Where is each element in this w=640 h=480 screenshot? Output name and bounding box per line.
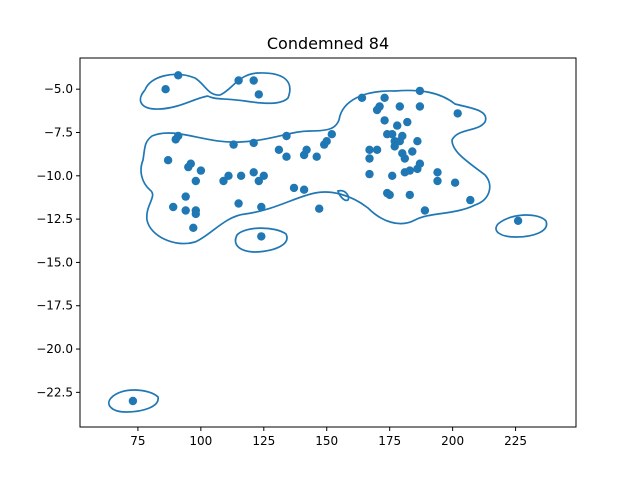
data-point xyxy=(375,102,384,111)
data-point xyxy=(299,185,309,194)
data-point xyxy=(236,171,246,180)
x-tick-label: 175 xyxy=(378,434,401,448)
data-point xyxy=(249,138,258,148)
data-point xyxy=(191,209,200,219)
x-axis-ticks: 75 100 125 150 175 200 225 xyxy=(130,427,527,448)
x-tick-label: 225 xyxy=(504,434,527,448)
density-contour xyxy=(108,389,159,413)
x-tick-label: 150 xyxy=(315,434,338,448)
data-point xyxy=(327,130,336,139)
density-contour xyxy=(336,189,350,202)
x-tick-label: 75 xyxy=(130,434,145,448)
data-point xyxy=(413,137,422,146)
data-point xyxy=(274,145,284,154)
density-contour xyxy=(139,89,209,110)
data-point xyxy=(408,147,417,156)
x-tick-label: 125 xyxy=(252,434,275,448)
data-point xyxy=(388,130,397,139)
data-point xyxy=(249,168,258,177)
data-point xyxy=(405,190,414,200)
data-point xyxy=(393,121,402,130)
data-point xyxy=(385,190,394,200)
data-point xyxy=(234,199,243,208)
data-point xyxy=(390,142,399,151)
data-point xyxy=(163,156,173,165)
data-point xyxy=(453,109,462,118)
data-point xyxy=(315,204,324,213)
data-point xyxy=(174,131,183,141)
data-point xyxy=(388,171,397,180)
data-point xyxy=(513,216,523,225)
data-point xyxy=(254,90,263,99)
data-point xyxy=(128,396,138,406)
scatter-points xyxy=(128,71,523,406)
density-contour xyxy=(234,227,288,253)
data-point xyxy=(380,116,389,125)
data-point xyxy=(415,102,425,111)
data-point xyxy=(433,168,442,177)
data-point xyxy=(282,152,291,161)
data-point xyxy=(282,131,291,141)
data-point xyxy=(249,76,258,85)
data-point xyxy=(257,232,266,241)
data-point xyxy=(174,71,183,80)
data-point xyxy=(450,178,460,187)
data-point xyxy=(224,171,233,180)
data-point xyxy=(169,202,178,212)
density-contour xyxy=(144,72,291,105)
data-point xyxy=(312,152,321,161)
data-point xyxy=(161,85,170,94)
x-tick-label: 200 xyxy=(441,434,464,448)
y-tick-label: −10.0 xyxy=(36,169,73,183)
data-point xyxy=(191,176,200,186)
data-point xyxy=(403,117,412,127)
data-point xyxy=(322,137,331,146)
data-point xyxy=(433,176,442,186)
data-point xyxy=(219,176,228,186)
data-point xyxy=(189,223,198,232)
data-point xyxy=(257,202,266,212)
data-point xyxy=(372,145,382,154)
y-axis-ticks: −5.0 −7.5 −10.0 −12.5 −15.0 −17.5 −20.0 −22.5 xyxy=(36,82,80,399)
data-point xyxy=(400,154,409,163)
data-point xyxy=(398,131,407,141)
data-point xyxy=(186,159,195,168)
data-point xyxy=(357,93,367,103)
y-tick-label: −22.5 xyxy=(36,385,73,399)
data-point xyxy=(415,86,425,96)
data-point xyxy=(420,206,430,215)
data-point xyxy=(380,93,389,103)
data-point xyxy=(365,154,374,163)
axes-frame xyxy=(79,57,577,428)
density-contour xyxy=(495,214,548,238)
y-tick-label: −12.5 xyxy=(36,212,73,226)
density-contour xyxy=(140,89,491,245)
data-point xyxy=(259,171,268,180)
data-point xyxy=(302,145,311,154)
x-tick-label: 100 xyxy=(189,434,212,448)
data-point xyxy=(466,195,475,205)
y-tick-label: −15.0 xyxy=(36,255,73,269)
y-tick-label: −17.5 xyxy=(36,299,73,313)
data-point xyxy=(234,76,243,85)
data-point xyxy=(229,140,238,149)
density-contours xyxy=(108,72,548,413)
data-point xyxy=(289,183,299,193)
data-point xyxy=(365,169,374,179)
y-tick-label: −7.5 xyxy=(44,125,73,139)
data-point xyxy=(415,159,425,168)
data-point xyxy=(181,206,190,215)
data-point xyxy=(254,176,263,186)
chart-title: Condemned 84 xyxy=(267,34,389,53)
data-point xyxy=(181,192,190,201)
data-point xyxy=(395,102,404,111)
data-point xyxy=(365,145,374,154)
data-point xyxy=(196,166,206,175)
data-point xyxy=(405,166,414,175)
y-tick-label: −5.0 xyxy=(44,82,73,96)
y-tick-label: −20.0 xyxy=(36,342,73,356)
